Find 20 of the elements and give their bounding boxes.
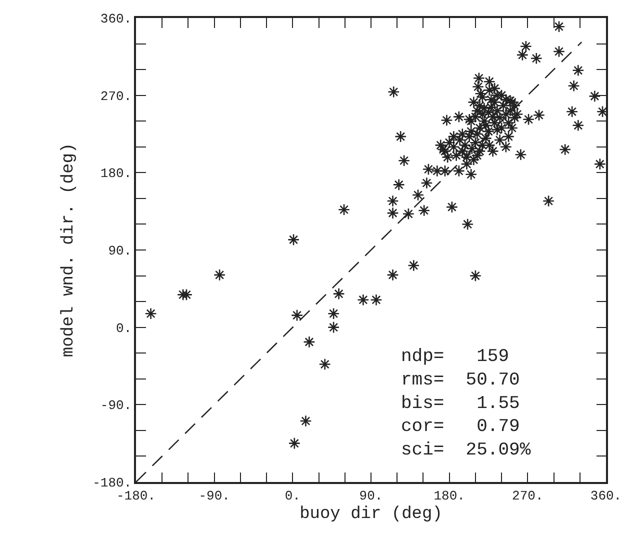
x-tick-label: 90. — [359, 488, 383, 504]
x-axis-title: buoy dir (deg) — [300, 505, 442, 524]
annotation: ndp= 159 — [401, 347, 510, 367]
x-tick-label: 0. — [284, 488, 300, 504]
y-tick-label: 180. — [100, 166, 132, 182]
y-tick-label: 0. — [116, 320, 132, 336]
x-tick-label: 270. — [512, 488, 544, 504]
annotation: rms= 50.70 — [401, 370, 520, 390]
y-tick-label: 360. — [100, 12, 132, 27]
y-tick-label: 90. — [108, 244, 132, 259]
y-tick-label: 270. — [100, 88, 132, 104]
y-tick-label: -180. — [92, 476, 132, 491]
x-tick-label: 360. — [590, 488, 622, 504]
annotation: bis= 1.55 — [401, 394, 520, 414]
y-axis-title: model wnd. dir. (deg) — [60, 142, 79, 358]
annotation: sci= 25.09% — [401, 440, 531, 461]
x-tick-label: -90. — [198, 488, 230, 504]
y-tick-label: -90. — [100, 398, 132, 414]
annotation: cor= 0.79 — [401, 417, 520, 438]
x-tick-label: 180. — [434, 488, 465, 504]
